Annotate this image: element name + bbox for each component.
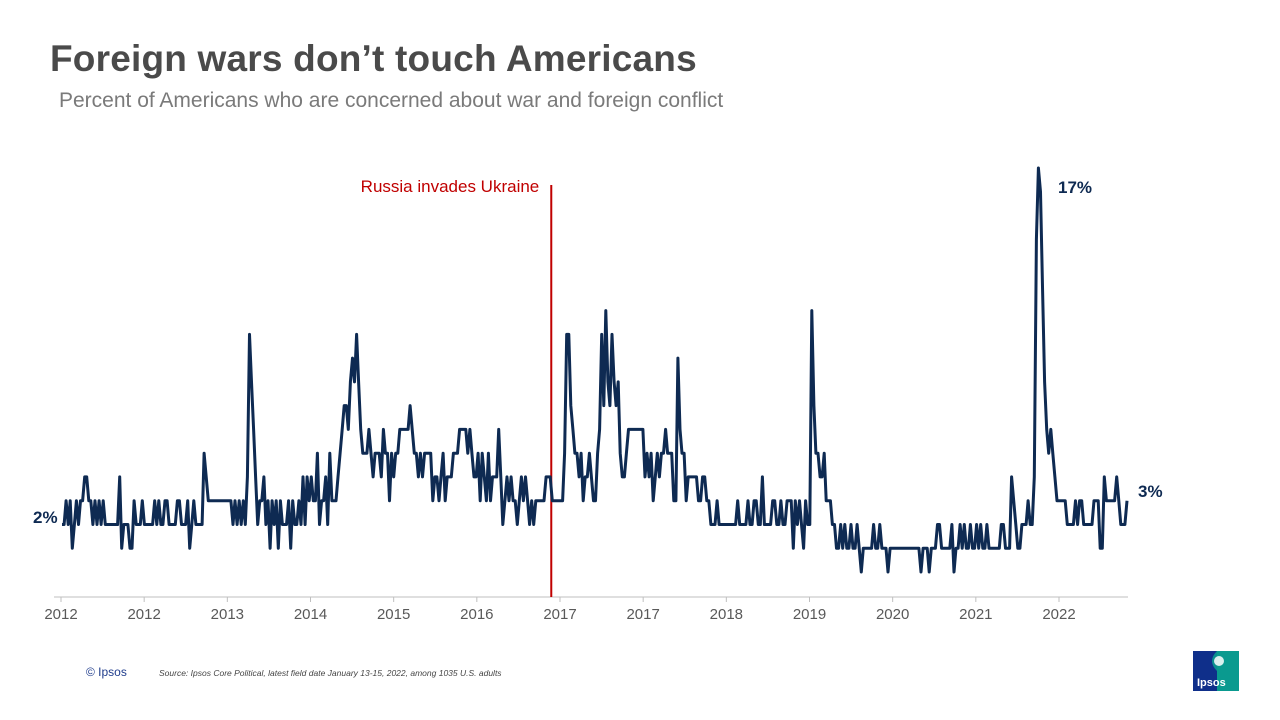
x-tick-label: 2017 — [543, 606, 576, 623]
x-axis-ticks — [60, 597, 1060, 602]
x-tick-label: 2015 — [377, 606, 410, 623]
data-label: 3% — [1138, 482, 1163, 501]
x-tick-label: 2019 — [793, 606, 826, 623]
x-tick-label: 2012 — [127, 606, 160, 623]
x-tick-label: 2016 — [460, 606, 493, 623]
copyright-text: © Ipsos — [86, 665, 127, 679]
x-tick-label: 2022 — [1042, 606, 1075, 623]
chart-subtitle: Percent of Americans who are concerned a… — [59, 89, 724, 112]
data-label: 17% — [1058, 178, 1092, 197]
chart-title: Foreign wars don’t touch Americans — [50, 38, 697, 79]
x-tick-label: 2013 — [211, 606, 244, 623]
data-label: 2% — [33, 508, 58, 527]
ipsos-logo-text: Ipsos — [1197, 677, 1226, 689]
x-tick-label: 2021 — [959, 606, 992, 623]
event-marker-label: Russia invades Ukraine — [361, 177, 540, 196]
data-labels: 2% 17% 3% — [33, 178, 1163, 527]
ipsos-logo — [1193, 651, 1239, 691]
x-tick-label: 2017 — [626, 606, 659, 623]
x-tick-label: 2020 — [876, 606, 909, 623]
source-note: Source: Ipsos Core Political, latest fie… — [159, 668, 502, 678]
series-line — [62, 166, 1129, 574]
x-tick-label: 2018 — [710, 606, 743, 623]
x-tick-label: 2014 — [294, 606, 327, 623]
x-axis-tick-labels: 2012 2012 2013 2014 2015 2016 2017 2017 2018 2019… — [44, 606, 1075, 623]
x-tick-label: 2012 — [44, 606, 77, 623]
